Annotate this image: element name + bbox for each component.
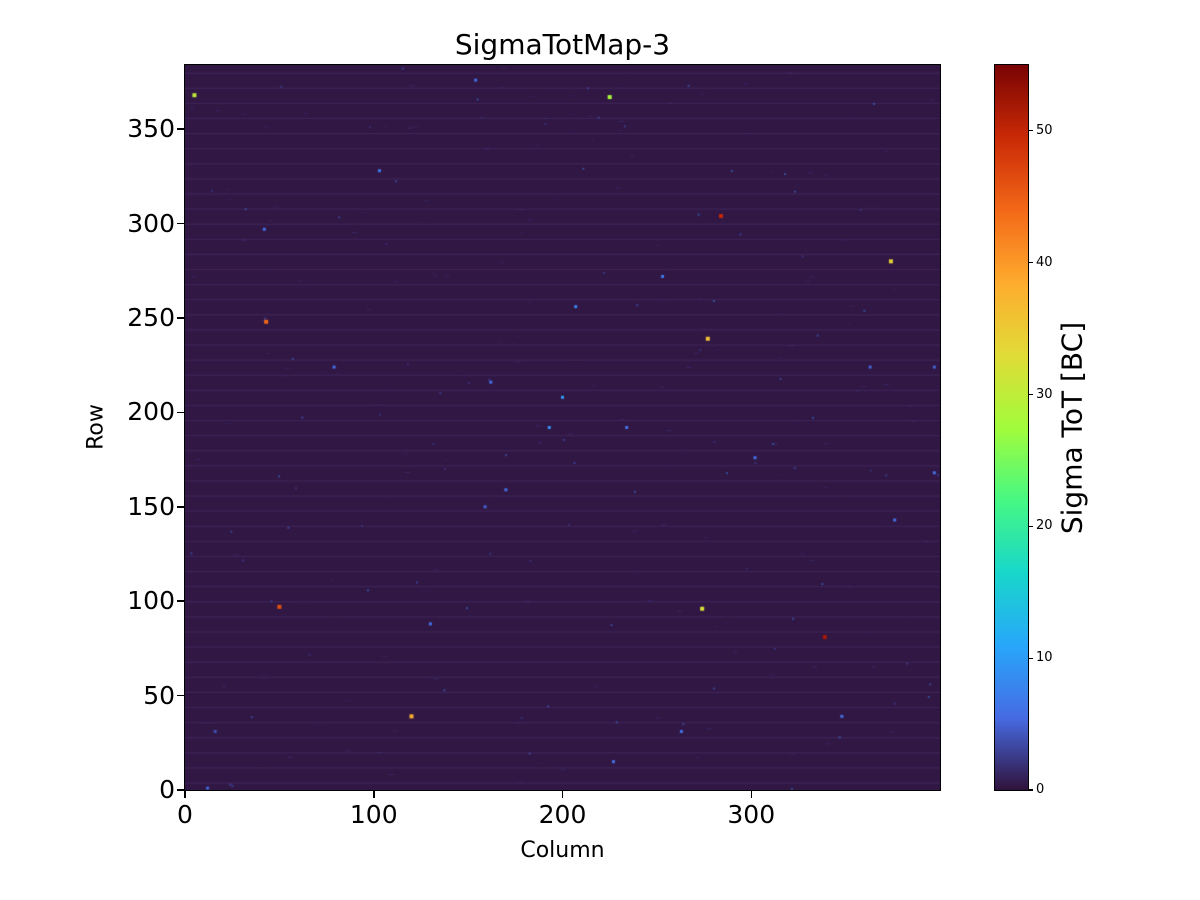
x-tickmark — [373, 790, 375, 798]
colorbar-tick-label: 0 — [1036, 782, 1045, 797]
colorbar-tickmark — [1028, 789, 1033, 791]
x-tick-label: 0 — [177, 800, 193, 829]
x-axis-label: Column — [520, 838, 605, 863]
x-tickmark — [184, 790, 186, 798]
colorbar-tickmark — [1028, 130, 1033, 132]
y-tickmark — [177, 411, 185, 414]
colorbar-tick-label: 10 — [1036, 650, 1053, 666]
y-tickmark — [177, 222, 185, 225]
colorbar-tick-label: 40 — [1036, 254, 1053, 270]
y-tickmark — [177, 506, 185, 508]
y-tick-label: 0 — [159, 775, 175, 804]
heatmap-canvas — [184, 64, 941, 791]
y-tickmark — [177, 789, 185, 791]
y-tick-label: 50 — [143, 680, 175, 710]
x-tickmark — [750, 790, 752, 798]
y-tick-label: 250 — [127, 302, 175, 332]
x-tick-label: 100 — [349, 800, 398, 829]
colorbar-tick-label: 30 — [1036, 386, 1053, 402]
colorbar-canvas — [994, 64, 1029, 791]
chart-title: SigmaTotMap-3 — [454, 28, 671, 61]
y-tick-label: 300 — [127, 208, 175, 238]
y-tick-label: 100 — [127, 586, 175, 616]
colorbar-tickmark — [1028, 262, 1033, 264]
y-tickmark — [177, 694, 185, 697]
x-tickmark — [561, 790, 564, 798]
colorbar-tickmark — [1028, 657, 1033, 659]
y-tick-label: 150 — [127, 491, 175, 521]
colorbar-tick-label: 20 — [1036, 518, 1053, 534]
x-tick-label: 300 — [727, 800, 776, 829]
colorbar-tick-label: 50 — [1036, 122, 1053, 138]
y-tickmark — [177, 128, 185, 130]
colorbar-tickmark — [1028, 393, 1033, 396]
colorbar-label: Sigma ToT [BC] — [1055, 321, 1089, 535]
y-tick-label: 350 — [127, 114, 175, 144]
x-tick-label: 200 — [538, 800, 587, 829]
y-tick-label: 200 — [127, 397, 175, 427]
y-tickmark — [177, 317, 185, 319]
colorbar-tickmark — [1028, 525, 1033, 527]
y-tickmark — [177, 600, 185, 602]
